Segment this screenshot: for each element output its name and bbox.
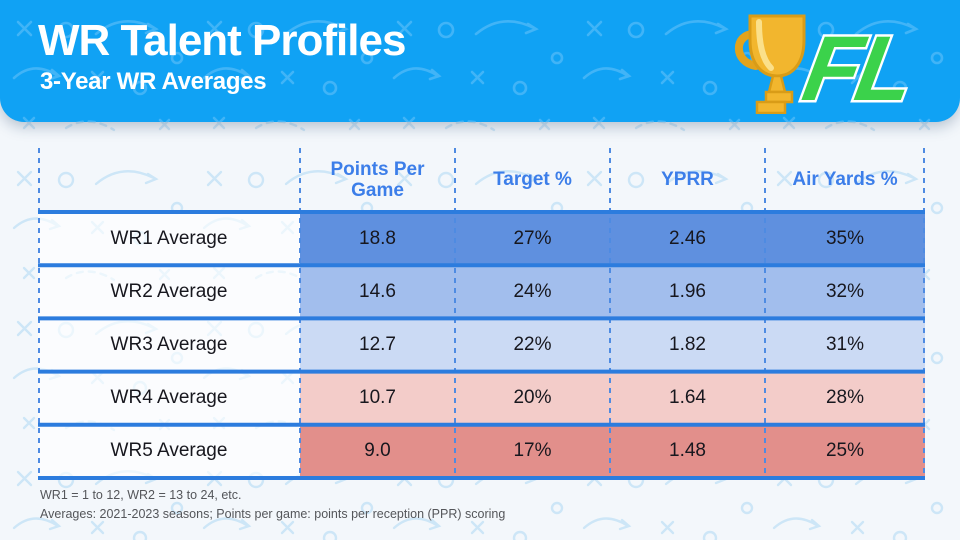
data-cell: 22% (455, 318, 610, 372)
header-banner: WR Talent Profiles 3-Year WR Averages (0, 0, 960, 122)
data-cell: 20% (455, 371, 610, 425)
data-cell: 27% (455, 212, 610, 266)
column-header-4: Air Yards % (792, 169, 898, 191)
data-cell: 10.7 (300, 371, 455, 425)
data-cell: 24% (455, 265, 610, 319)
footnote-line-1: WR1 = 1 to 12, WR2 = 13 to 24, etc. (40, 488, 242, 502)
row-label: WR2 Average (38, 265, 300, 319)
footnote-line-2: Averages: 2021-2023 seasons; Points per … (40, 507, 506, 521)
data-cell: 28% (765, 371, 925, 425)
data-cell: 12.7 (300, 318, 455, 372)
logo-text: FL (794, 14, 922, 114)
table-grid: Points Per Game Target % YPRR Air Yards % WR… (38, 148, 925, 478)
page-title: WR Talent Profiles (38, 16, 406, 65)
data-cell: 31% (765, 318, 925, 372)
column-header-1: Points Per Game (330, 158, 425, 201)
column-header-2: Target % (493, 169, 572, 191)
page-subtitle: 3-Year WR Averages (40, 68, 267, 95)
column-header-3: YPRR (661, 169, 714, 191)
data-cell: 35% (765, 212, 925, 266)
data-cell: 18.8 (300, 212, 455, 266)
data-cell: 1.48 (610, 424, 765, 478)
row-label: WR3 Average (38, 318, 300, 372)
data-cell: 14.6 (300, 265, 455, 319)
data-cell: 1.96 (610, 265, 765, 319)
corner-cell (38, 148, 300, 212)
trophy-icon (735, 14, 806, 114)
data-cell: 1.82 (610, 318, 765, 372)
data-cell: 25% (765, 424, 925, 478)
stats-table: Points Per Game Target % YPRR Air Yards % WR… (38, 148, 925, 480)
row-label: WR5 Average (38, 424, 300, 478)
svg-text:FL: FL (796, 17, 919, 114)
data-cell: 32% (765, 265, 925, 319)
data-cell: 9.0 (300, 424, 455, 478)
data-cell: 17% (455, 424, 610, 478)
footnotes: WR1 = 1 to 12, WR2 = 13 to 24, etc. Aver… (40, 486, 505, 524)
data-cell: 2.46 (610, 212, 765, 266)
row-label: WR1 Average (38, 212, 300, 266)
data-cell: 1.64 (610, 371, 765, 425)
fantasy-life-logo: FL (726, 8, 926, 114)
row-label: WR4 Average (38, 371, 300, 425)
